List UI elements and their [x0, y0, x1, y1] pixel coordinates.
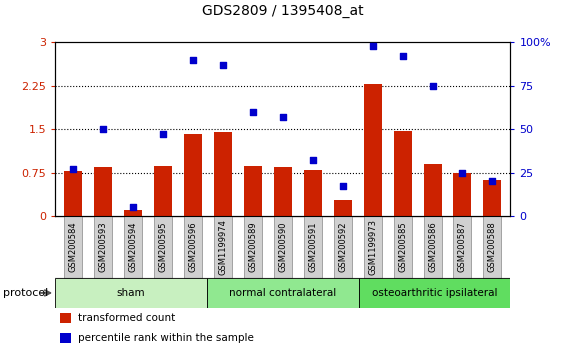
Bar — [244, 166, 262, 216]
Bar — [274, 167, 292, 216]
Bar — [124, 216, 142, 278]
Point — [68, 166, 78, 172]
Point — [218, 62, 227, 68]
Bar — [124, 210, 142, 216]
Text: osteoarthritic ipsilateral: osteoarthritic ipsilateral — [372, 288, 497, 298]
Point — [428, 83, 437, 89]
Bar — [214, 132, 232, 216]
Bar — [60, 313, 71, 323]
Point — [398, 53, 407, 59]
Text: GSM200594: GSM200594 — [129, 222, 137, 272]
Bar — [184, 216, 202, 278]
Bar — [274, 216, 292, 278]
Text: percentile rank within the sample: percentile rank within the sample — [78, 333, 253, 343]
Bar — [94, 216, 112, 278]
Bar — [244, 216, 262, 278]
Bar — [154, 216, 172, 278]
Bar — [484, 216, 502, 278]
Point — [278, 114, 287, 120]
Bar — [154, 166, 172, 216]
Point — [248, 109, 258, 115]
Bar — [55, 278, 207, 308]
Point — [188, 57, 198, 63]
Bar — [334, 216, 351, 278]
Bar — [64, 171, 82, 216]
Text: GSM200587: GSM200587 — [458, 222, 467, 272]
Text: GSM200588: GSM200588 — [488, 222, 497, 272]
Bar — [207, 278, 358, 308]
Text: GSM200586: GSM200586 — [428, 222, 437, 272]
Text: GSM200593: GSM200593 — [99, 222, 107, 272]
Text: GSM200589: GSM200589 — [248, 222, 258, 272]
Bar — [304, 216, 322, 278]
Point — [458, 170, 467, 175]
Bar — [358, 278, 510, 308]
Bar — [94, 167, 112, 216]
Text: protocol: protocol — [3, 288, 48, 298]
Bar — [64, 216, 82, 278]
Bar — [364, 216, 382, 278]
Text: GSM200595: GSM200595 — [158, 222, 168, 272]
Bar — [423, 164, 441, 216]
Bar — [423, 216, 441, 278]
Bar — [304, 170, 322, 216]
Point — [338, 184, 347, 189]
Text: GSM200592: GSM200592 — [338, 222, 347, 272]
Text: GSM200591: GSM200591 — [308, 222, 317, 272]
Text: GDS2809 / 1395408_at: GDS2809 / 1395408_at — [202, 4, 364, 18]
Text: GSM200596: GSM200596 — [188, 222, 197, 272]
Bar — [334, 200, 351, 216]
Bar — [394, 216, 412, 278]
Point — [308, 158, 317, 163]
Point — [488, 178, 497, 184]
Text: sham: sham — [117, 288, 146, 298]
Bar — [214, 216, 232, 278]
Text: GSM200590: GSM200590 — [278, 222, 287, 272]
Point — [99, 126, 108, 132]
Bar — [184, 134, 202, 216]
Text: GSM1199973: GSM1199973 — [368, 219, 377, 275]
Text: GSM200584: GSM200584 — [68, 222, 78, 272]
Point — [158, 132, 168, 137]
Bar — [454, 216, 472, 278]
Text: GSM200585: GSM200585 — [398, 222, 407, 272]
Text: transformed count: transformed count — [78, 313, 175, 323]
Text: GSM1199974: GSM1199974 — [218, 219, 227, 275]
Text: normal contralateral: normal contralateral — [229, 288, 336, 298]
Point — [368, 43, 377, 49]
Point — [128, 204, 137, 210]
Bar — [364, 84, 382, 216]
Bar — [60, 333, 71, 343]
Bar — [484, 179, 502, 216]
Bar — [454, 172, 472, 216]
Bar — [394, 131, 412, 216]
